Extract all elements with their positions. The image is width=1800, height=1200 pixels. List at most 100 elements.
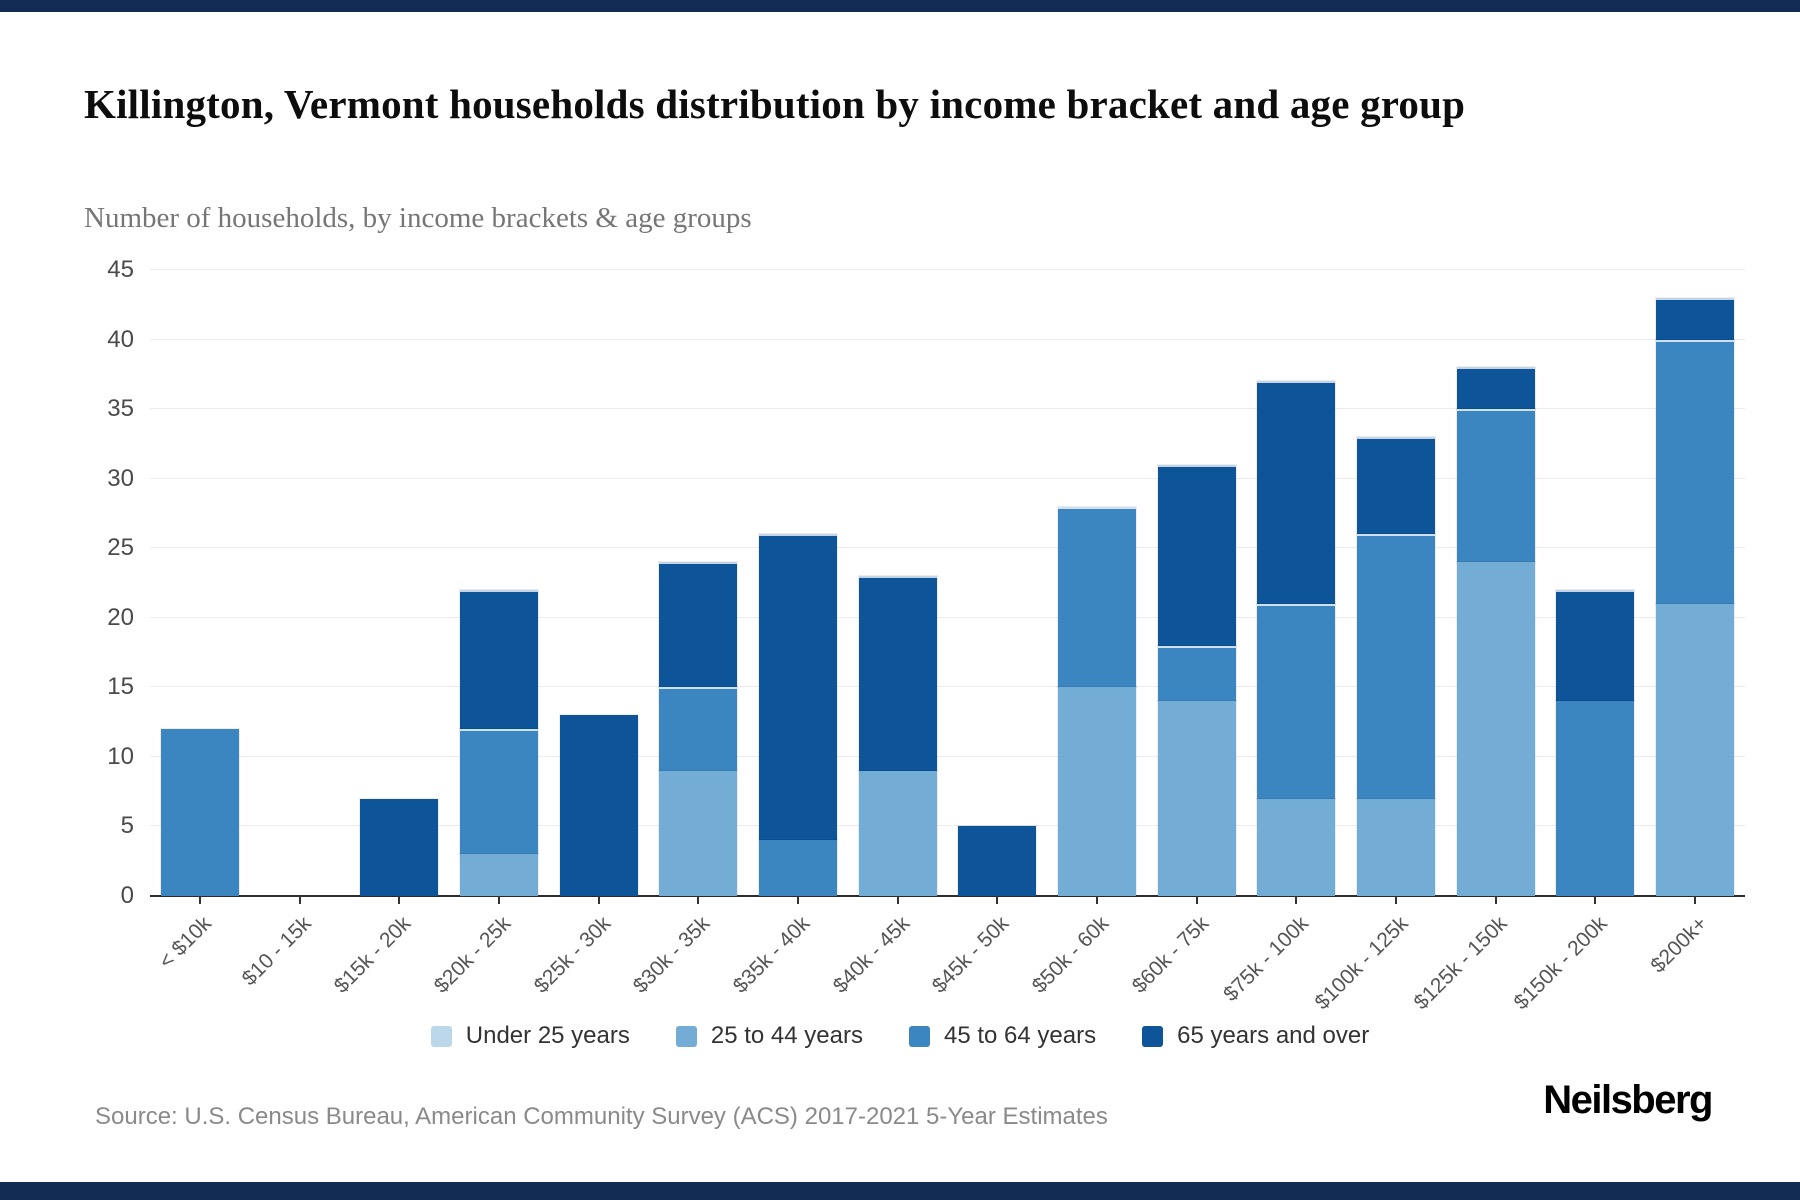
- x-axis-tick: [1195, 896, 1198, 904]
- chart-title: Killington, Vermont households distribut…: [84, 81, 1466, 128]
- bar-segment: [558, 714, 639, 897]
- y-tick-label: 20: [107, 603, 134, 631]
- gridline: [150, 408, 1745, 410]
- x-axis-tick: [1295, 896, 1298, 904]
- legend-swatch: [430, 1025, 452, 1047]
- y-tick-label: 35: [107, 395, 134, 423]
- bar-segment: [658, 561, 739, 689]
- bar-segment: [857, 769, 938, 898]
- bar-segment: [1256, 380, 1337, 605]
- x-axis-tick: [896, 896, 899, 904]
- bar-segment: [1156, 700, 1237, 897]
- bar-$75k - 100k: [1256, 380, 1337, 898]
- gridline: [150, 477, 1745, 479]
- bar-$30k - 35k: [658, 561, 739, 898]
- y-tick-label: 30: [107, 464, 134, 492]
- y-tick-label: 45: [107, 256, 134, 283]
- bar-$150k - 200k: [1555, 588, 1636, 897]
- x-tick-label: $50k - 60k: [1027, 912, 1114, 998]
- x-tick-label: $40k - 45k: [828, 912, 914, 998]
- legend-label: 25 to 44 years: [710, 1022, 863, 1049]
- bar-$15k - 20k: [359, 797, 440, 898]
- y-tick-label: 5: [120, 812, 134, 840]
- bar-segment: [757, 533, 838, 842]
- bar-segment: [458, 588, 539, 731]
- chart-subtitle: Number of households, by income brackets…: [84, 202, 752, 234]
- x-axis-line: [150, 895, 1745, 897]
- bar-segment: [458, 853, 539, 897]
- top-brand-strip: [0, 0, 1800, 12]
- gridline: [150, 269, 1745, 270]
- bar-segment: [1057, 505, 1138, 689]
- x-axis-tick: [1694, 896, 1697, 904]
- x-tick-label: $150k - 200k: [1509, 912, 1612, 1015]
- legend-swatch: [1142, 1025, 1164, 1047]
- y-tick-label: 15: [107, 673, 134, 701]
- bar-$20k - 25k: [458, 588, 539, 897]
- bar-segment: [1256, 602, 1337, 800]
- bar-segment: [1455, 408, 1536, 564]
- bar-$50k - 60k: [1057, 505, 1138, 897]
- gridline: [150, 338, 1745, 340]
- bar-$100k - 125k: [1356, 435, 1437, 898]
- x-axis-tick: [1494, 896, 1497, 904]
- source-note: Source: U.S. Census Bureau, American Com…: [95, 1103, 1108, 1130]
- x-tick-label: $20k - 25k: [429, 912, 516, 998]
- x-tick-label: $200k+: [1646, 912, 1712, 978]
- x-axis-tick: [996, 896, 999, 904]
- legend-item: 45 to 64 years: [908, 1022, 1096, 1050]
- bar-segment: [1655, 338, 1736, 605]
- gridline: [150, 755, 1745, 757]
- bar-segment: [757, 839, 838, 897]
- x-axis-tick: [1594, 896, 1597, 904]
- legend-item: Under 25 years: [430, 1022, 630, 1050]
- x-axis-tick: [697, 896, 700, 904]
- bar-segment: [1356, 797, 1437, 898]
- y-tick-label: 40: [107, 325, 134, 353]
- bar-$25k - 30k: [558, 714, 639, 897]
- bar-segment: [957, 825, 1038, 897]
- bar-segment: [1555, 700, 1636, 897]
- bar-$125k - 150k: [1455, 366, 1536, 897]
- bar-segment: [1555, 588, 1636, 703]
- bar-segment: [1655, 296, 1736, 341]
- x-tick-label: $30k - 35k: [628, 912, 715, 998]
- legend-swatch: [675, 1025, 697, 1047]
- y-tick-label: 10: [107, 742, 134, 770]
- x-axis-tick: [1096, 896, 1099, 904]
- legend-item: 25 to 44 years: [675, 1022, 863, 1050]
- bar-segment: [1156, 644, 1237, 703]
- x-tick-label: $15k - 20k: [329, 912, 416, 998]
- x-axis-tick: [597, 896, 600, 904]
- bar-segment: [1057, 686, 1138, 897]
- legend-swatch: [908, 1025, 930, 1047]
- plot-area: 0 5 10 15 20 25 30 35 40 45 < $10k $10 - 15k $15k - …: [107, 256, 1745, 1014]
- gridline: [150, 825, 1745, 827]
- x-tick-label: $75k - 100k: [1218, 912, 1313, 1006]
- x-axis-tick: [298, 896, 301, 904]
- bar-segment: [359, 797, 440, 898]
- legend-label: Under 25 years: [465, 1022, 630, 1049]
- x-tick-label: < $10k: [154, 912, 217, 974]
- legend-label: 65 years and over: [1177, 1022, 1370, 1049]
- gridline: [150, 616, 1745, 618]
- bar-segment: [1356, 533, 1437, 800]
- neilsberg-logo: Neilsberg: [1543, 1078, 1713, 1122]
- bar-segment: [857, 575, 938, 772]
- x-tick-label: $45k - 50k: [928, 912, 1014, 998]
- legend: Under 25 years 25 to 44 years 45 to 64 yea…: [0, 1022, 1800, 1050]
- y-tick-label: 0: [120, 882, 134, 909]
- x-axis-tick: [198, 896, 201, 904]
- bar-$45k - 50k: [957, 825, 1038, 897]
- gridline: [150, 686, 1745, 688]
- legend-item: 65 years and over: [1142, 1022, 1369, 1050]
- bar-segment: [1455, 366, 1536, 411]
- x-axis-tick: [1395, 896, 1398, 904]
- bar-segment: [658, 769, 739, 898]
- x-tick-label: $100k - 125k: [1310, 912, 1413, 1015]
- bar-$35k - 40k: [757, 533, 838, 897]
- bar-segment: [458, 728, 539, 856]
- x-tick-label: $60k - 75k: [1127, 912, 1213, 998]
- y-tick-label: 25: [107, 534, 134, 562]
